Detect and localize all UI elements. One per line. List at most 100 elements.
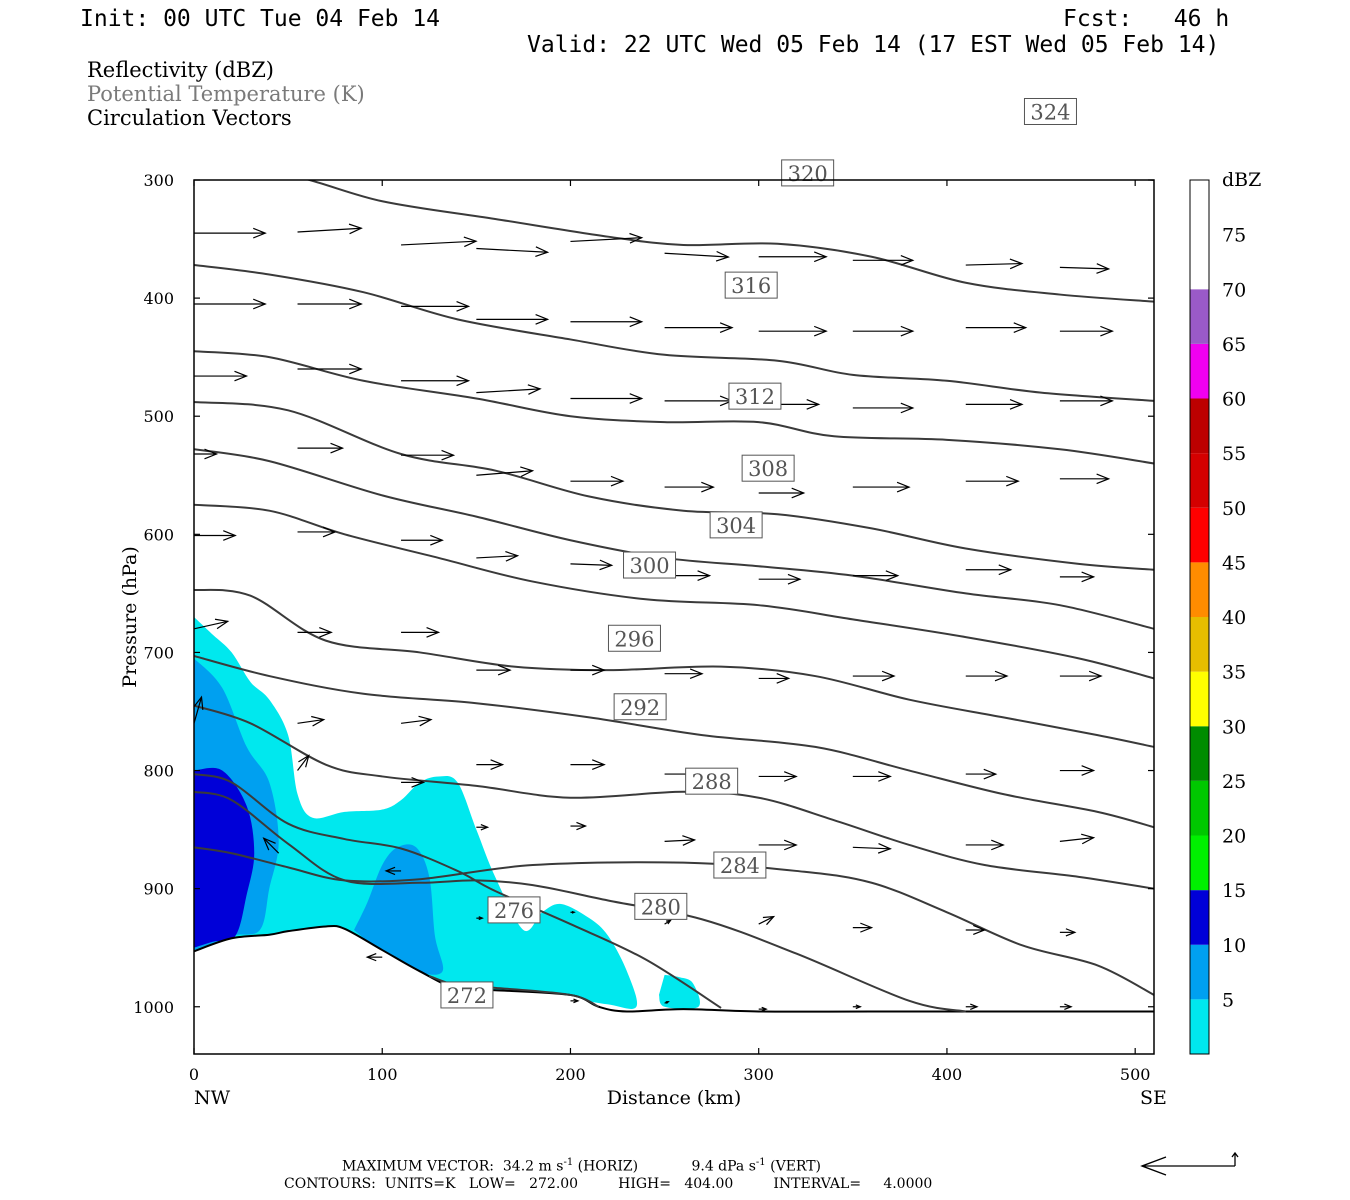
valid-time: Valid: 22 UTC Wed 05 Feb 14 (17 EST Wed … [527, 32, 1220, 58]
theta-contour-280 [194, 790, 966, 1013]
circulation-vector [965, 322, 1028, 333]
circulation-vector [401, 301, 471, 312]
contour-label-text: 292 [620, 696, 660, 720]
circulation-vector [297, 223, 363, 235]
contour-label-284: 284 [713, 851, 767, 879]
contour-label-text: 284 [720, 854, 760, 878]
circulation-vector [297, 442, 345, 454]
circulation-vector [476, 466, 535, 478]
colorbar-level-label: 40 [1222, 607, 1246, 629]
y-tick-label: 300 [143, 171, 174, 190]
circulation-vector [297, 298, 363, 310]
colorbar-level-label: 10 [1222, 935, 1246, 957]
colorbar-frame [1189, 179, 1210, 1055]
circulation-vector [965, 1003, 979, 1011]
x-label-nw: NW [194, 1087, 231, 1109]
circulation-vector [476, 823, 490, 831]
circulation-vector [570, 559, 614, 571]
colorbar-swatch [1190, 835, 1209, 891]
x-tick-label: 0 [189, 1065, 199, 1084]
circulation-vector [297, 363, 363, 375]
horiz-exponent: -1 [563, 1157, 574, 1168]
circulation-vector [1154, 566, 1169, 573]
colorbar-level-label: 75 [1222, 225, 1246, 247]
y-tick-label: 600 [143, 525, 174, 544]
vert-exponent: -1 [755, 1157, 766, 1168]
y-tick-label: 700 [143, 643, 174, 662]
contour-label-text: 320 [788, 162, 828, 186]
circulation-vector [664, 668, 704, 680]
circulation-vector [965, 768, 998, 780]
circulation-vector [570, 821, 588, 831]
circulation-vector [570, 475, 625, 487]
circulation-vector [664, 481, 715, 493]
circulation-vector [297, 626, 333, 638]
circulation-vector [401, 449, 456, 461]
circulation-vector [758, 839, 798, 851]
contour-label-288: 288 [685, 767, 739, 795]
colorbar-swatch [1190, 343, 1209, 399]
plot-frame [193, 179, 1155, 1055]
circulation-vector [570, 910, 576, 914]
circulation-vector [1059, 395, 1114, 407]
circulation-vector [852, 771, 892, 782]
y-tick-label: 1000 [133, 998, 174, 1017]
circulation-vector [262, 837, 280, 854]
circulation-vector [1059, 670, 1103, 682]
colorbar-level-label: 35 [1222, 662, 1246, 684]
circulation-vector [297, 526, 337, 538]
circulation-vector [664, 1001, 670, 1004]
circulation-vector [476, 246, 550, 257]
max-vector-vert-unit: (VERT) [770, 1158, 822, 1175]
terrain-fill [194, 925, 1154, 1054]
contour-label-292: 292 [613, 693, 667, 721]
colorbar-swatch [1190, 726, 1209, 781]
max-vector-label: MAXIMUM VECTOR: [342, 1158, 494, 1175]
theta-contour-292 [194, 655, 1154, 829]
max-vector-note: MAXIMUM VECTOR: 34.2 m s-1 (HORIZ) 9.4 d… [342, 1157, 821, 1175]
circulation-vector [194, 298, 267, 310]
x-tick-label: 500 [1120, 1065, 1151, 1084]
circulation-vector [1154, 264, 1177, 274]
circulation-vector [1154, 929, 1169, 936]
colorbar-level-label: 65 [1222, 334, 1246, 356]
theta-contour-288 [194, 704, 1154, 890]
circulation-vector [476, 916, 484, 921]
circulation-vector [965, 475, 1020, 487]
circulation-vector [1059, 325, 1114, 337]
circulation-vector [400, 715, 433, 727]
contour-label-280: 280 [634, 892, 688, 920]
colorbar-swatch [1190, 398, 1209, 454]
circulation-vector [476, 759, 505, 770]
colorbar-level-label: 55 [1222, 443, 1246, 465]
circulation-vector [1059, 928, 1077, 937]
circulation-vector [852, 254, 915, 266]
colorbar-level-label: 60 [1222, 389, 1246, 411]
colorbar-swatch [1190, 671, 1209, 727]
contour-label-308: 308 [741, 454, 795, 482]
contour-label-text: 272 [447, 984, 487, 1008]
colorbar-swatch [1190, 562, 1209, 617]
circulation-vector [664, 835, 697, 846]
circulation-vector [852, 842, 892, 854]
reflectivity-area-dbz-15 [194, 767, 255, 948]
contour-label-320: 320 [781, 159, 835, 187]
circulation-vector [194, 448, 219, 460]
circulation-vector [758, 915, 776, 926]
circulation-vector [194, 530, 237, 541]
circulation-vector [1154, 1004, 1165, 1009]
theta-contour-276 [194, 773, 722, 1009]
circulation-vector [852, 670, 896, 682]
circulation-vector [852, 402, 915, 414]
circulation-vector [401, 236, 478, 248]
field-reflectivity: Reflectivity (dBZ) [87, 58, 275, 82]
circulation-vector [401, 534, 444, 546]
x-label-se: SE [1140, 1087, 1167, 1109]
circulation-vector [758, 487, 806, 499]
circulation-vector [1059, 833, 1096, 845]
colorbar-level-label: 70 [1222, 279, 1246, 301]
x-axis-title: Distance (km) [607, 1087, 742, 1109]
circulation-vector [1154, 773, 1169, 780]
contour-label-text: 308 [748, 457, 788, 481]
